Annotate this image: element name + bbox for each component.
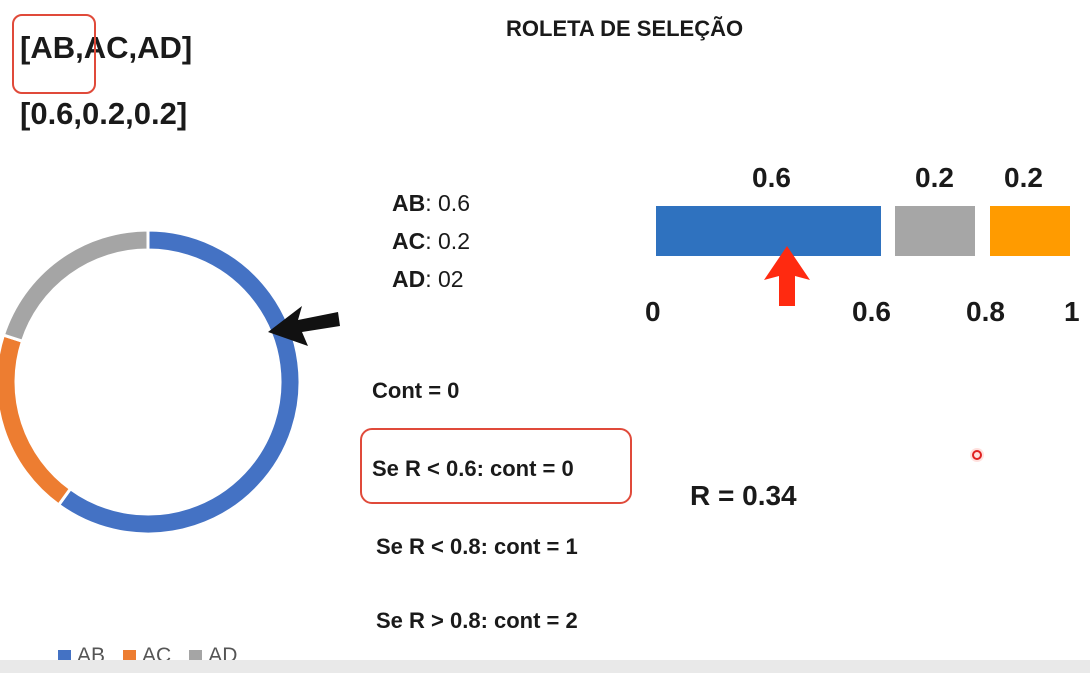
- kv-ab-sep: :: [425, 190, 439, 216]
- highlight-box-ab: [12, 14, 96, 94]
- bottom-bar: [0, 660, 1090, 673]
- segment-label-ac: 0.2: [915, 162, 954, 193]
- bar-segment-ac: [895, 206, 975, 256]
- bar-segment-ad: [990, 206, 1070, 256]
- pointer-arrow-icon: [764, 246, 810, 306]
- legend-swatch-ad: [189, 649, 203, 663]
- labels-comma: ,: [75, 30, 84, 65]
- labels-ab: AB: [30, 30, 76, 65]
- kv-ac-value: 0.2: [438, 228, 470, 254]
- r-value: R = 0.34: [690, 480, 797, 511]
- kv-ad: AD: 02: [392, 266, 464, 293]
- donut-chart: [0, 228, 302, 536]
- legend-swatch-ac: [123, 649, 137, 663]
- kv-ac-key: AC: [392, 228, 426, 254]
- page-title: ROLETA DE SELEÇÃO: [506, 16, 744, 41]
- rule-lt-08: Se R < 0.8: cont = 1: [376, 534, 578, 559]
- donut-slice-ac: [0, 333, 73, 508]
- tick-06: 0.6: [852, 296, 891, 327]
- highlight-box-rule: [360, 428, 632, 504]
- kv-ad-sep: :: [425, 266, 439, 292]
- kv-ab: AB: 0.6: [392, 190, 470, 217]
- rule-gt-08: Se R > 0.8: cont = 2: [376, 608, 578, 633]
- kv-ad-value: 02: [438, 266, 464, 292]
- tick-1: 1: [1064, 296, 1080, 327]
- kv-ab-key: AB: [392, 190, 426, 216]
- kv-ac: AC: 0.2: [392, 228, 470, 255]
- donut-slice-ab: [56, 228, 302, 536]
- kv-ad-key: AD: [392, 266, 426, 292]
- tick-0: 0: [645, 296, 661, 327]
- bar-segment-ab: [656, 206, 881, 256]
- labels-list: [AB,AC,AD]: [20, 30, 192, 66]
- legend-swatch-ab: [58, 649, 71, 663]
- donut-slice-ad: [1, 228, 150, 344]
- labels-rest: AC,AD]: [83, 30, 193, 65]
- weights-list: [0.6,0.2,0.2]: [20, 96, 188, 131]
- rule-lt-06: Se R < 0.6: cont = 0: [372, 456, 574, 481]
- rule-init: Cont = 0: [372, 378, 460, 403]
- labels-open-bracket: [: [20, 30, 31, 65]
- cursor-dot-icon: [970, 448, 984, 462]
- kv-ab-value: 0.6: [438, 190, 470, 216]
- kv-ac-sep: :: [425, 228, 439, 254]
- segment-label-ad: 0.2: [1004, 162, 1043, 193]
- tick-08: 0.8: [966, 296, 1005, 327]
- black-arrow-icon: [268, 306, 340, 346]
- segment-label-ab: 0.6: [752, 162, 791, 193]
